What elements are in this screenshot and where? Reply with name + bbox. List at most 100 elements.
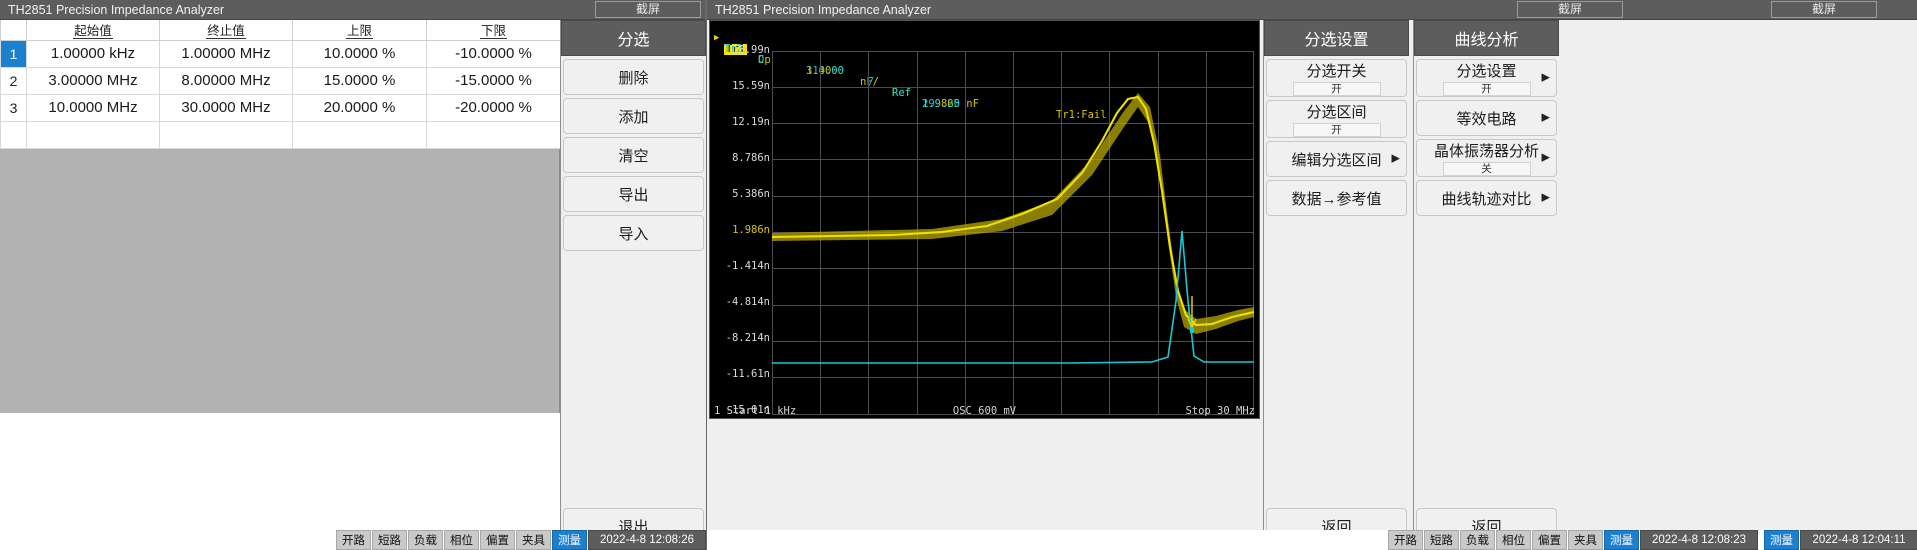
status-bias[interactable]: 偏置 <box>480 530 515 550</box>
trace-1-status-badge: Tr1:Fail <box>1056 109 1107 121</box>
status-bias[interactable]: 偏置 <box>1532 530 1567 550</box>
cell-stop[interactable] <box>159 120 293 149</box>
status-phase[interactable]: 相位 <box>1496 530 1531 550</box>
table-row[interactable]: 3 10.0000 MHz 30.0000 MHz 20.0000 % -20.… <box>0 93 561 122</box>
cell-lower[interactable]: -20.0000 % <box>426 93 561 122</box>
softkey-export[interactable]: 导出 <box>563 176 704 212</box>
softkey-column-curve-analysis: 曲线分析 分选设置 开 ▶ 等效电路 ▶ 晶体振荡器分析 关 ▶ 曲线轨迹对比 <box>1413 20 1559 550</box>
status-open[interactable]: 开路 <box>336 530 371 550</box>
status-measure-2[interactable]: 测量 <box>1764 530 1799 550</box>
softkey-bin-switch[interactable]: 分选开关 开 <box>1266 59 1407 97</box>
col-header-start: 起始值 <box>26 20 160 41</box>
window-title-right: TH2851 Precision Impedance Analyzer <box>715 2 932 17</box>
capture-button-right-1[interactable]: 截屏 <box>1517 1 1623 18</box>
softkey-data-to-reference[interactable]: 数据→参考值 <box>1266 180 1407 216</box>
cell-upper[interactable]: 10.0000 % <box>292 39 427 68</box>
softkey-label: 清空 <box>618 147 649 165</box>
softkey-header-curve-analysis: 曲线分析 <box>1414 20 1559 56</box>
softkey-label: 曲线轨迹对比 <box>1441 190 1532 208</box>
trace-1-unit: nF/ <box>860 76 879 88</box>
trace-1-band <box>772 93 1254 334</box>
cell-index <box>0 120 27 149</box>
cell-start[interactable] <box>26 120 160 149</box>
softkey-equivalent-circuit[interactable]: 等效电路 ▶ <box>1416 100 1557 136</box>
capture-button-left[interactable]: 截屏 <box>595 1 701 18</box>
softkey-curve-bin-settings[interactable]: 分选设置 开 ▶ <box>1416 59 1557 97</box>
y-tick: -4.814n <box>725 296 770 308</box>
softkey-label: 分选区间 <box>1306 104 1367 121</box>
status-fixture[interactable]: 夹具 <box>1568 530 1603 550</box>
plot-curves <box>772 93 1254 364</box>
y-tick: -8.214n <box>725 332 770 344</box>
cell-lower[interactable]: -15.0000 % <box>426 66 561 95</box>
trace-2-value: 110.00 <box>806 65 844 77</box>
measurement-plot[interactable]: ▶ Tr1 Cp 3.4000 nF/ Ref 1.9865 nF Tr1:Fa… <box>709 20 1260 419</box>
softkey-label: 晶体振荡器分析 <box>1433 143 1539 160</box>
trace-2-ref-label: Ref <box>892 87 911 99</box>
window-title-left: TH2851 Precision Impedance Analyzer <box>8 2 225 17</box>
y-axis-labels: 18.99n 15.59n 12.19n 8.786n 5.386n 1.986… <box>710 45 772 416</box>
cell-stop[interactable]: 8.00000 MHz <box>159 66 293 95</box>
status-short[interactable]: 短路 <box>372 530 407 550</box>
plot-start-frequency: 1 Start 1 kHz <box>714 405 797 417</box>
status-short[interactable]: 短路 <box>1424 530 1459 550</box>
y-tick: 5.386n <box>732 188 770 200</box>
softkey-bin-range[interactable]: 分选区间 开 <box>1266 100 1407 138</box>
table-row[interactable]: 1 1.00000 kHz 1.00000 MHz 10.0000 % -10.… <box>0 39 561 68</box>
status-measure[interactable]: 测量 <box>1604 530 1639 550</box>
status-measure[interactable]: 测量 <box>552 530 587 550</box>
softkey-delete[interactable]: 删除 <box>563 59 704 95</box>
softkey-value: 开 <box>1292 123 1381 137</box>
trace-2-param: D <box>758 54 765 66</box>
status-load[interactable]: 负载 <box>408 530 443 550</box>
status-timestamp-2: 2022-4-8 12:04:11 <box>1800 530 1917 550</box>
status-phase[interactable]: 相位 <box>444 530 479 550</box>
softkey-curve-trace-compare[interactable]: 曲线轨迹对比 ▶ <box>1416 180 1557 216</box>
trace-2-name[interactable]: Tr2 <box>724 43 743 55</box>
status-open[interactable]: 开路 <box>1388 530 1423 550</box>
y-tick: -15.01n <box>725 404 770 416</box>
softkey-add[interactable]: 添加 <box>563 98 704 134</box>
softkey-clear[interactable]: 清空 <box>563 137 704 173</box>
status-timestamp: 2022-4-8 12:08:23 <box>1640 530 1758 550</box>
trace-header: ▶ Tr1 Cp 3.4000 nF/ Ref 1.9865 nF Tr1:Fa… <box>710 21 1259 121</box>
cell-start[interactable]: 10.0000 MHz <box>26 93 160 122</box>
table-row[interactable]: 2 3.00000 MHz 8.00000 MHz 15.0000 % -15.… <box>0 66 561 95</box>
softkey-label: 等效电路 <box>1456 110 1517 128</box>
trace-1-curve <box>772 95 1254 327</box>
capture-button-right-2[interactable]: 截屏 <box>1771 1 1877 18</box>
status-load[interactable]: 负载 <box>1460 530 1495 550</box>
softkey-label: 添加 <box>618 108 649 126</box>
cell-start[interactable]: 3.00000 MHz <box>26 66 160 95</box>
window-body-left: 起始值 终止值 上限 下限 1 1.00000 kHz 1.00000 MHz … <box>0 20 706 550</box>
titlebar-left: TH2851 Precision Impedance Analyzer 截屏 <box>0 0 705 20</box>
status-fixture[interactable]: 夹具 <box>516 530 551 550</box>
cell-upper[interactable]: 15.0000 % <box>292 66 427 95</box>
chevron-right-icon: ▶ <box>1541 111 1550 124</box>
cell-index: 2 <box>0 66 27 95</box>
cell-upper[interactable]: 20.0000 % <box>292 93 427 122</box>
cell-lower[interactable] <box>426 120 561 149</box>
softkey-spacer <box>561 254 706 508</box>
softkey-label: 导入 <box>618 225 649 243</box>
cell-lower[interactable]: -10.0000 % <box>426 39 561 68</box>
cell-stop[interactable]: 1.00000 MHz <box>159 39 293 68</box>
y-tick: 18.99n <box>732 44 770 56</box>
titlebar-right: TH2851 Precision Impedance Analyzer 截屏 截… <box>707 0 1917 20</box>
softkey-spacer <box>1264 219 1409 508</box>
softkey-crystal-oscillator-analysis[interactable]: 晶体振荡器分析 关 ▶ <box>1416 139 1557 177</box>
trace-1-name[interactable]: Tr1 <box>724 43 747 55</box>
softkey-edit-bin-range[interactable]: 编辑分选区间 ▶ <box>1266 141 1407 177</box>
cell-start[interactable]: 1.00000 kHz <box>26 39 160 68</box>
cell-stop[interactable]: 30.0000 MHz <box>159 93 293 122</box>
col-header-stop: 终止值 <box>159 20 293 41</box>
cell-index: 3 <box>0 93 27 122</box>
cell-upper[interactable] <box>292 120 427 149</box>
softkey-import[interactable]: 导入 <box>563 215 704 251</box>
cell-index: 1 <box>0 39 27 68</box>
softkey-column-bin-settings: 分选设置 分选开关 开 分选区间 开 编辑分选区间 ▶ 数据→参考值 <box>1263 20 1409 550</box>
bin-table: 起始值 终止值 上限 下限 1 1.00000 kHz 1.00000 MHz … <box>0 20 561 149</box>
y-tick: -1.414n <box>725 260 770 272</box>
table-row[interactable] <box>0 120 561 149</box>
softkey-value: 开 <box>1442 82 1531 96</box>
